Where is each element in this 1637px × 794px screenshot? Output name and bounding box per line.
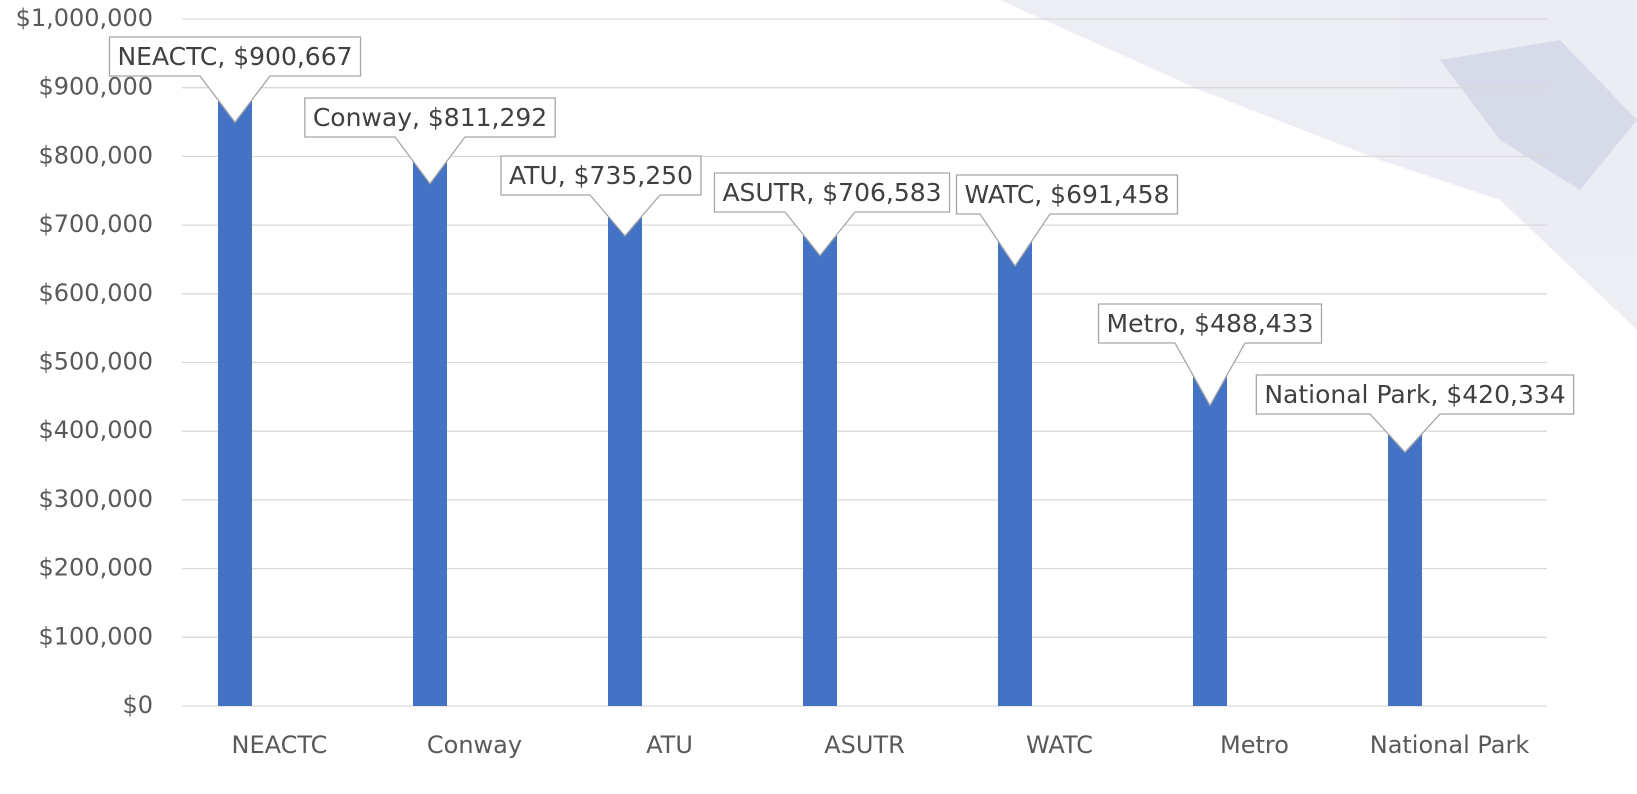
bar (608, 200, 642, 707)
y-tick-label: $200,000 (38, 554, 153, 582)
bar (1388, 417, 1422, 706)
bar (1193, 370, 1227, 706)
y-tick-label: $600,000 (38, 279, 153, 307)
bar (998, 230, 1032, 706)
data-label: Conway, $811,292 (313, 103, 547, 132)
callout-box (713, 172, 951, 257)
y-tick-label: $900,000 (38, 73, 153, 101)
data-label: WATC, $691,458 (965, 180, 1170, 209)
y-tick-label: $500,000 (38, 348, 153, 376)
y-tick-label: $700,000 (38, 210, 153, 238)
y-tick-label: $800,000 (38, 141, 153, 169)
data-callout: ASUTR, $706,583 (713, 172, 951, 257)
x-tick-label: ASUTR (824, 731, 905, 759)
callout-box (955, 174, 1179, 268)
background-decoration (1000, 0, 1637, 330)
x-tick-label: National Park (1370, 731, 1530, 759)
y-tick-label: $300,000 (38, 485, 153, 513)
data-callout: ATU, $735,250 (500, 155, 702, 237)
x-tick-label: WATC (1026, 731, 1093, 759)
data-callout: Metro, $488,433 (1097, 303, 1323, 407)
bar (413, 148, 447, 706)
data-callout: National Park, $420,334 (1255, 374, 1575, 454)
callout-box (1097, 303, 1323, 407)
data-label: ASUTR, $706,583 (722, 178, 941, 207)
bar (803, 220, 837, 706)
y-tick-label: $0 (122, 691, 153, 719)
bar (218, 87, 252, 707)
data-callout: WATC, $691,458 (955, 174, 1179, 268)
y-tick-label: $400,000 (38, 416, 153, 444)
callout-box (304, 97, 556, 185)
data-label: National Park, $420,334 (1264, 380, 1565, 409)
callout-box (108, 36, 362, 124)
x-tick-label: ATU (646, 731, 693, 759)
x-tick-label: Metro (1220, 731, 1289, 759)
y-tick-label: $1,000,000 (16, 4, 153, 32)
data-callout: Conway, $811,292 (304, 97, 556, 185)
data-label: ATU, $735,250 (509, 161, 693, 190)
x-tick-label: Conway (427, 731, 522, 759)
x-tick-label: NEACTC (232, 731, 328, 759)
data-callout: NEACTC, $900,667 (108, 36, 362, 124)
callout-box (500, 155, 702, 237)
data-label: Metro, $488,433 (1107, 309, 1314, 338)
data-label: NEACTC, $900,667 (117, 42, 352, 71)
callout-box (1255, 374, 1575, 454)
y-tick-label: $100,000 (38, 622, 153, 650)
